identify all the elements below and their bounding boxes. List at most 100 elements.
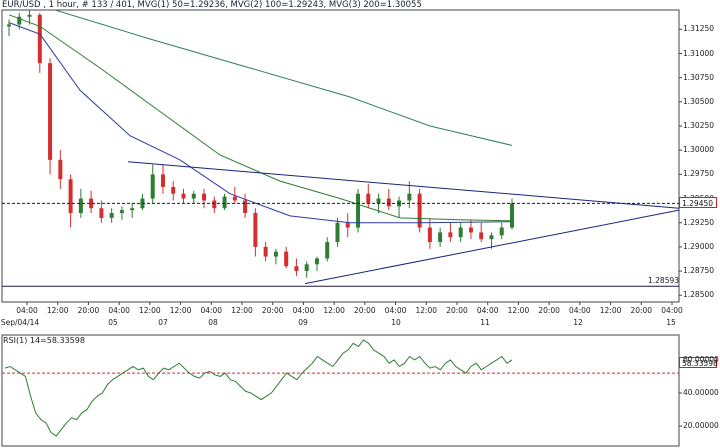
price-tick-label: 1.31000 xyxy=(683,48,715,58)
price-tick-label: 1.30000 xyxy=(683,145,715,155)
candle-body xyxy=(212,200,217,209)
candle-body xyxy=(253,213,258,247)
candle-body xyxy=(181,193,186,199)
candle-body xyxy=(356,193,361,228)
candle-body xyxy=(48,63,53,160)
candle-body xyxy=(314,258,319,265)
candle-body xyxy=(510,203,514,228)
candle-body xyxy=(479,232,484,240)
mvg-200-line xyxy=(54,9,513,146)
time-tick-label: 12:00 xyxy=(323,306,345,315)
candle-body xyxy=(17,16,22,25)
candle-body xyxy=(263,246,268,257)
date-label: 05 xyxy=(108,318,118,327)
candle-body xyxy=(99,208,104,218)
candle-body xyxy=(37,14,42,64)
candle-body xyxy=(345,222,350,228)
price-tick-label: 1.31250 xyxy=(683,24,715,34)
price-tick-label: 1.29250 xyxy=(683,217,715,227)
mvg-50-line xyxy=(8,22,511,224)
time-tick-label: 04:00 xyxy=(661,306,683,315)
candle-body xyxy=(78,198,83,214)
candle-body xyxy=(202,193,207,201)
candle-body xyxy=(89,198,94,209)
mvg-100-line xyxy=(8,14,511,222)
candle-body xyxy=(171,186,176,194)
candle-body xyxy=(376,198,381,204)
time-tick-label: 04:00 xyxy=(108,306,130,315)
rsi-label: RSI(1) 14=58.33598 xyxy=(3,336,85,345)
time-tick-label: 12:00 xyxy=(169,306,192,315)
candle-body xyxy=(366,193,371,204)
time-tick-label: 20:00 xyxy=(261,306,284,315)
price-panel-frame xyxy=(1,9,680,303)
candle-body xyxy=(222,196,227,209)
candle-body xyxy=(294,266,299,272)
date-label: 07 xyxy=(158,318,168,327)
date-label: 08 xyxy=(208,318,218,327)
time-tick-label: 04:00 xyxy=(476,306,499,315)
time-tick-label: 12:00 xyxy=(46,306,69,315)
candle-body xyxy=(458,227,463,238)
candle-body xyxy=(438,232,443,243)
candle-body xyxy=(284,251,289,267)
candle-body xyxy=(130,208,135,211)
resistance-trendline xyxy=(127,161,680,209)
current-price-tag: 1.29450 xyxy=(679,197,717,209)
time-tick-label: 04:00 xyxy=(200,306,223,315)
candle-body xyxy=(386,198,391,207)
price-tick-label: 1.30250 xyxy=(683,121,715,131)
price-tick-label: 1.29750 xyxy=(683,169,715,179)
candle-body xyxy=(448,232,453,238)
price-tick-label: 1.30500 xyxy=(683,96,715,106)
candle-body xyxy=(304,264,309,272)
price-tick-label: 1.28750 xyxy=(683,266,715,276)
date-label: Sep/04/14 xyxy=(0,318,40,327)
time-tick-label: 04:00 xyxy=(292,306,315,315)
time-tick-label: 12:00 xyxy=(139,306,161,315)
rsi-tick-label: 60.00000 xyxy=(683,354,719,364)
candle-body xyxy=(468,227,473,233)
price-tick-label: 1.30750 xyxy=(683,72,715,82)
candle-body xyxy=(160,174,165,187)
candle-body xyxy=(335,222,340,243)
support-trendline xyxy=(304,209,680,285)
time-tick-label: 04:00 xyxy=(16,306,38,315)
price-tick-label: 1.29000 xyxy=(683,241,715,251)
date-label: 10 xyxy=(391,318,401,327)
time-tick-label: 12:00 xyxy=(599,306,622,315)
time-tick-label: 20:00 xyxy=(446,306,468,315)
date-label: 12 xyxy=(573,318,583,327)
rsi-value-tag: 58.33598 xyxy=(679,356,718,368)
candle-body xyxy=(499,227,504,236)
date-label: 09 xyxy=(298,318,308,327)
time-tick-label: 20:00 xyxy=(630,306,653,315)
candle-body xyxy=(489,235,494,240)
time-tick-label: 12:00 xyxy=(507,306,530,315)
time-tick-label: 20:00 xyxy=(77,306,100,315)
candle-body xyxy=(7,24,11,27)
candle-body xyxy=(150,174,155,199)
candle-body xyxy=(325,242,330,259)
candle-body xyxy=(427,227,432,243)
candle-body xyxy=(68,179,73,214)
time-tick-label: 04:00 xyxy=(569,306,591,315)
time-tick-label: 04:00 xyxy=(384,306,407,315)
time-tick-label: 12:00 xyxy=(415,306,438,315)
rsi-panel-frame xyxy=(1,334,680,447)
candle-body xyxy=(27,14,32,17)
candle-body xyxy=(58,159,63,180)
rsi-line xyxy=(4,339,513,437)
candle-body xyxy=(109,213,114,218)
candle-body xyxy=(273,251,278,257)
time-tick-label: 20:00 xyxy=(538,306,560,315)
support-level-label: 1.28593 xyxy=(648,276,680,286)
candle-body xyxy=(232,196,237,201)
time-tick-label: 20:00 xyxy=(354,306,376,315)
rsi-tick-label: 20.00000 xyxy=(683,421,719,431)
time-tick-label: 12:00 xyxy=(231,306,253,315)
price-tick-label: 1.28500 xyxy=(683,290,715,300)
candle-body xyxy=(243,200,248,214)
